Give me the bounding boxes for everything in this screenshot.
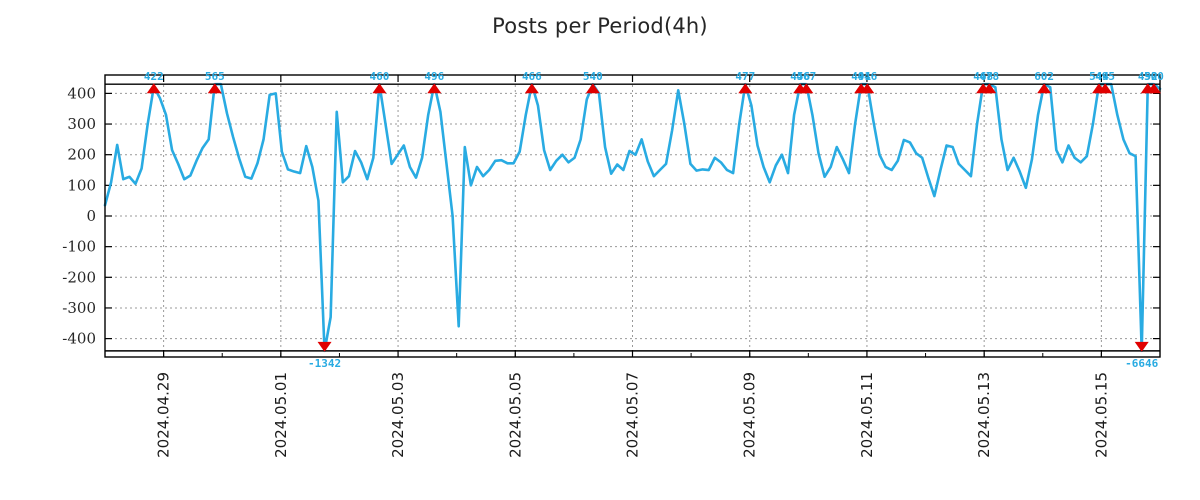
- peak-marker-triangle: [372, 83, 387, 94]
- x-axis-tick-label: 2024.05.11: [858, 372, 876, 458]
- peak-marker-triangle: [738, 83, 753, 94]
- peak-value-label: 492: [1138, 70, 1158, 83]
- peak-marker-triangle: [207, 83, 222, 94]
- x-axis-tick-label: 2024.05.03: [389, 372, 407, 458]
- peak-value-label: 466: [522, 70, 542, 83]
- peak-marker-triangle: [1037, 83, 1052, 94]
- peak-marker-triangle: [860, 83, 875, 94]
- y-axis-tick-label: -400: [62, 330, 96, 348]
- plot-frame: [104, 74, 1161, 358]
- peak-marker-triangle: [524, 83, 539, 94]
- peak-value-label: 491: [851, 70, 871, 83]
- y-axis-tick-label: 300: [67, 115, 96, 133]
- trough-value-label: -1342: [308, 357, 341, 370]
- peak-marker-triangle: [585, 83, 600, 94]
- peak-marker-triangle: [799, 83, 814, 94]
- peak-value-label: 540: [583, 70, 603, 83]
- x-axis-tick-label: 2024.05.05: [506, 372, 524, 458]
- x-axis-tick-label: 2024.05.15: [1092, 372, 1110, 458]
- peak-value-label: 477: [735, 70, 755, 83]
- peak-value-label: 496: [424, 70, 444, 83]
- peak-value-label: 495: [1095, 70, 1115, 83]
- peak-value-label: 602: [1034, 70, 1054, 83]
- y-axis-tick-label: -300: [62, 299, 96, 317]
- peak-value-label: 478: [979, 70, 999, 83]
- y-axis-tick-label: 100: [67, 176, 96, 194]
- trough-marker-triangle: [1134, 341, 1149, 352]
- peak-value-label: 422: [144, 70, 164, 83]
- peak-value-label: 446: [857, 70, 877, 83]
- trough-value-label: -6646: [1125, 357, 1158, 370]
- y-axis-tick-label: 0: [86, 207, 96, 225]
- peak-value-label: 456: [790, 70, 810, 83]
- y-axis-tick-label: 400: [67, 84, 96, 102]
- peak-value-label: 467: [796, 70, 816, 83]
- peak-marker-triangle: [1146, 83, 1161, 94]
- x-axis-tick-label: 2024.05.13: [975, 372, 993, 458]
- y-axis-tick-label: 200: [67, 146, 96, 164]
- peak-value-label: 468: [973, 70, 993, 83]
- chart-title: Posts per Period(4h): [492, 14, 708, 38]
- x-axis-tick-label: 2024.04.29: [155, 372, 173, 458]
- peak-value-label: 500: [1144, 70, 1164, 83]
- peak-marker-triangle: [982, 83, 997, 94]
- peak-marker-triangle: [146, 83, 161, 94]
- x-axis-tick-label: 2024.05.09: [741, 372, 759, 458]
- peak-value-label: 460: [369, 70, 389, 83]
- peak-marker-triangle: [1098, 83, 1113, 94]
- peak-value-label: 544: [1089, 70, 1109, 83]
- y-axis-tick-label: -100: [62, 238, 96, 256]
- x-axis-tick-label: 2024.05.01: [272, 372, 290, 458]
- x-axis-tick-label: 2024.05.07: [624, 372, 642, 458]
- peak-value-label: 565: [205, 70, 225, 83]
- y-axis-tick-label: -200: [62, 268, 96, 286]
- peak-marker-triangle: [427, 83, 442, 94]
- trough-marker-triangle: [317, 341, 332, 352]
